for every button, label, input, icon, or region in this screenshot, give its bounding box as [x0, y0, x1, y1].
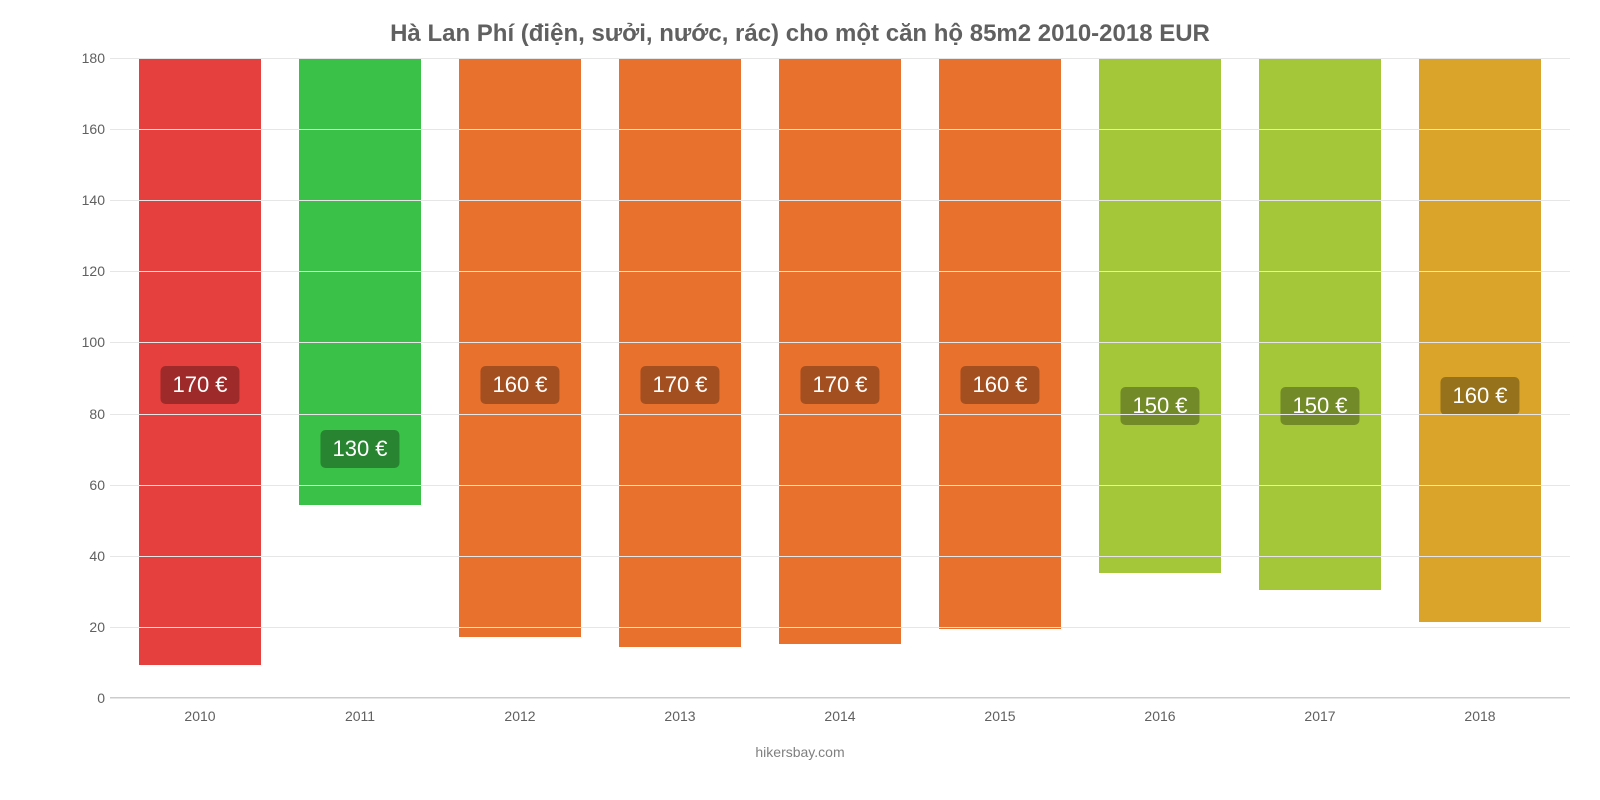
x-tick-label: 2010 [120, 698, 280, 738]
y-tick-label: 20 [70, 619, 105, 635]
y-tick-label: 100 [70, 334, 105, 350]
x-tick-label: 2012 [440, 698, 600, 738]
bar-slot: 150 € [1080, 58, 1240, 698]
y-tick-label: 140 [70, 192, 105, 208]
y-tick-label: 60 [70, 477, 105, 493]
bar-slot: 130 € [280, 58, 440, 698]
bar-slot: 170 € [120, 58, 280, 698]
gridline [110, 556, 1570, 557]
y-tick-label: 40 [70, 548, 105, 564]
x-tick-label: 2017 [1240, 698, 1400, 738]
bar-slot: 170 € [760, 58, 920, 698]
y-tick-label: 80 [70, 406, 105, 422]
bar [938, 58, 1063, 630]
x-tick-label: 2011 [280, 698, 440, 738]
x-tick-label: 2015 [920, 698, 1080, 738]
bar [618, 58, 743, 648]
gridline [110, 627, 1570, 628]
x-tick-label: 2018 [1400, 698, 1560, 738]
gridline [110, 485, 1570, 486]
gridline [110, 342, 1570, 343]
bar [1098, 58, 1223, 574]
credit-text: hikersbay.com [40, 744, 1560, 760]
x-tick-label: 2014 [760, 698, 920, 738]
gridline [110, 414, 1570, 415]
y-tick-label: 160 [70, 121, 105, 137]
x-tick-label: 2013 [600, 698, 760, 738]
y-tick-label: 120 [70, 263, 105, 279]
bar [138, 58, 263, 666]
bar-slot: 160 € [920, 58, 1080, 698]
bar-slot: 160 € [1400, 58, 1560, 698]
bar [1258, 58, 1383, 591]
plot-area: 170 €130 €160 €170 €170 €160 €150 €150 €… [70, 58, 1590, 738]
chart-title: Hà Lan Phí (điện, sưởi, nước, rác) cho m… [40, 20, 1560, 48]
y-tick-label: 0 [70, 690, 105, 706]
x-axis-labels: 201020112012201320142015201620172018 [110, 698, 1570, 738]
y-tick-label: 180 [70, 50, 105, 66]
bars-row: 170 €130 €160 €170 €170 €160 €150 €150 €… [110, 58, 1570, 698]
gridline [110, 271, 1570, 272]
bar [1418, 58, 1543, 623]
bar [458, 58, 583, 638]
bar-slot: 170 € [600, 58, 760, 698]
grid-area: 170 €130 €160 €170 €170 €160 €150 €150 €… [110, 58, 1570, 698]
chart-container: Hà Lan Phí (điện, sưởi, nước, rác) cho m… [0, 0, 1600, 800]
bar [298, 58, 423, 506]
gridline [110, 58, 1570, 59]
x-tick-label: 2016 [1080, 698, 1240, 738]
gridline [110, 129, 1570, 130]
gridline [110, 200, 1570, 201]
bar-slot: 160 € [440, 58, 600, 698]
bar-slot: 150 € [1240, 58, 1400, 698]
